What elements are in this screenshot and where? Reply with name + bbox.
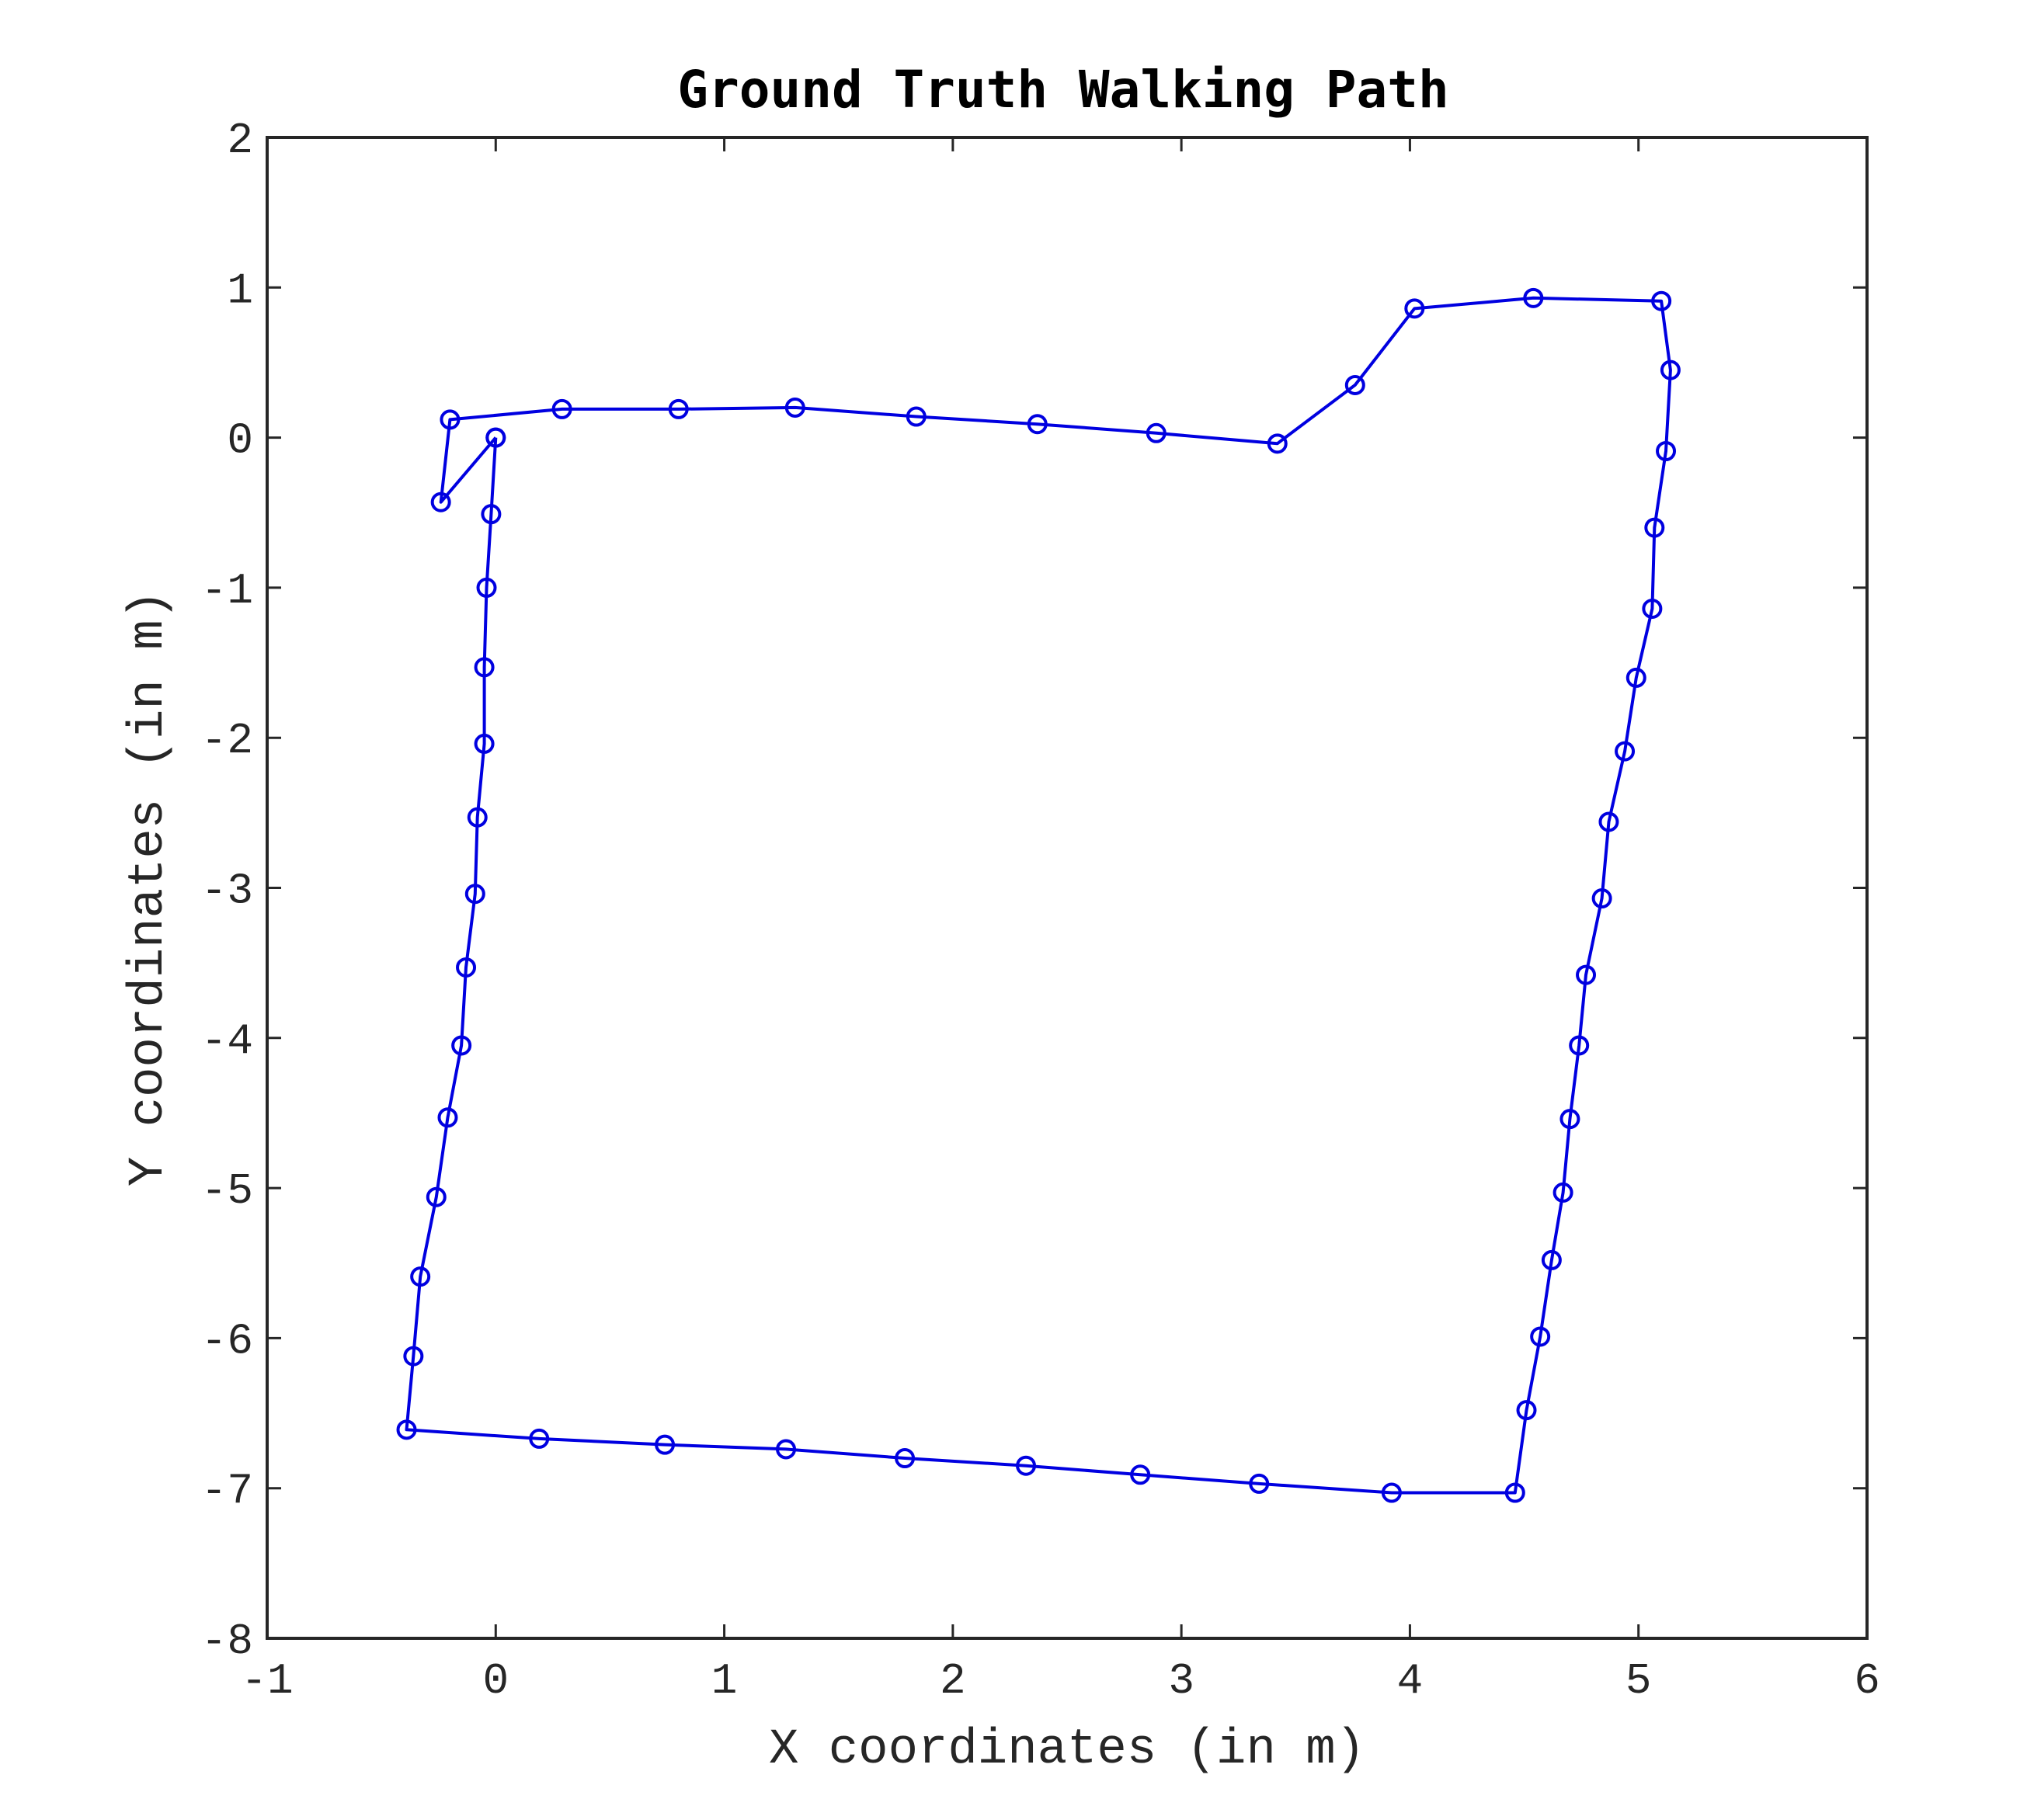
data-point <box>1552 1182 1573 1203</box>
data-point <box>1027 414 1048 435</box>
data-point <box>437 1107 458 1128</box>
data-point <box>1576 964 1597 985</box>
data-point <box>1130 1464 1151 1485</box>
y-tick-label: -5 <box>201 1166 253 1216</box>
data-point <box>1591 888 1612 909</box>
data-point <box>1625 667 1646 688</box>
x-tick-label: 1 <box>711 1656 738 1706</box>
x-tick-label: 6 <box>1854 1656 1880 1706</box>
y-tick-label: -2 <box>201 716 253 766</box>
data-point <box>456 957 477 978</box>
x-tick-label: 5 <box>1625 1656 1652 1706</box>
data-point <box>1530 1326 1551 1347</box>
y-tick-label: 0 <box>227 416 253 466</box>
data-point <box>1651 290 1672 311</box>
data-point <box>668 398 689 419</box>
data-point <box>1541 1249 1562 1270</box>
data-point <box>1523 287 1544 308</box>
data-point <box>906 406 927 427</box>
data-point <box>410 1266 431 1287</box>
data-point <box>467 807 488 828</box>
plot-area <box>266 136 1869 1640</box>
data-point <box>481 504 502 525</box>
data-point <box>476 577 497 598</box>
data-point <box>655 1434 676 1455</box>
data-point <box>1642 598 1663 619</box>
data-point <box>430 491 451 512</box>
x-tick-label: 2 <box>940 1656 966 1706</box>
data-point <box>1504 1482 1525 1503</box>
data-point <box>1404 298 1425 319</box>
data-point <box>403 1346 424 1367</box>
y-tick-label: -3 <box>201 867 253 916</box>
y-axis-label: Y coordinates (in m) <box>121 590 177 1186</box>
data-point <box>1249 1473 1270 1494</box>
data-point <box>1644 517 1665 538</box>
data-point <box>1381 1482 1402 1503</box>
y-tick-label: 1 <box>227 266 253 315</box>
y-tick-label: -4 <box>201 1016 253 1066</box>
axis-ticks: -1 0 1 2 3 4 5 6 2 1 0 -1 -2 -3 -4 -5 -6 -7 -8 <box>201 116 1880 1706</box>
data-point <box>1559 1109 1580 1130</box>
x-tick-label: 0 <box>482 1656 509 1706</box>
data-point <box>1656 440 1677 461</box>
data-point <box>1146 422 1167 443</box>
series-line <box>405 296 1672 1495</box>
data-point <box>776 1439 797 1460</box>
data-point <box>396 1419 417 1440</box>
data-point <box>451 1035 472 1056</box>
y-tick-label: -6 <box>201 1316 253 1366</box>
data-point <box>895 1448 916 1469</box>
y-tick-label: -1 <box>201 566 253 616</box>
data-point <box>551 398 572 419</box>
data-point <box>474 657 495 678</box>
y-tick-label: -7 <box>201 1467 253 1516</box>
data-point <box>474 733 495 754</box>
data-point <box>1267 433 1288 454</box>
data-point <box>1344 374 1365 395</box>
x-tick-label: 3 <box>1168 1656 1194 1706</box>
x-tick-label: -1 <box>241 1656 293 1706</box>
data-series <box>396 287 1681 1503</box>
data-point <box>1598 811 1619 832</box>
data-point <box>529 1428 550 1449</box>
x-axis-label: X coordinates (in m) <box>769 1722 1365 1778</box>
data-point <box>784 397 805 418</box>
data-point <box>1016 1455 1037 1476</box>
data-point <box>1615 741 1636 762</box>
chart-title: Ground Truth Walking Path <box>677 60 1448 120</box>
data-point <box>464 884 485 905</box>
data-point <box>1660 359 1681 380</box>
x-tick-label: 4 <box>1397 1656 1424 1706</box>
data-point <box>440 409 461 430</box>
data-point <box>485 427 506 448</box>
data-point <box>1516 1400 1537 1421</box>
data-point <box>1569 1035 1590 1056</box>
data-point <box>426 1186 447 1207</box>
y-tick-label: 2 <box>227 116 253 165</box>
y-tick-label: -8 <box>201 1617 253 1666</box>
